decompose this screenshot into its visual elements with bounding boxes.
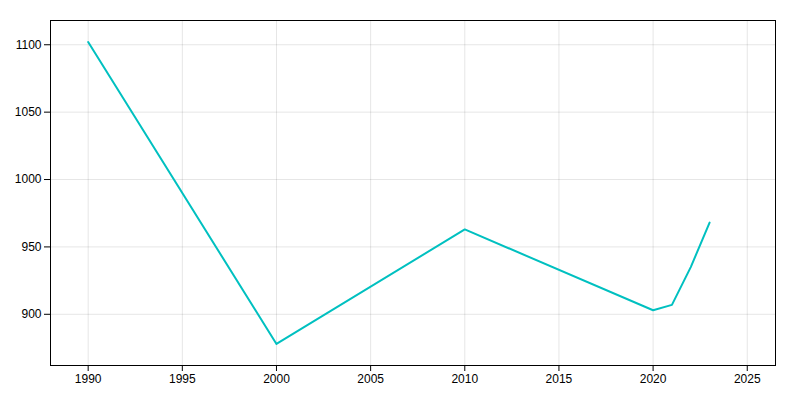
svg-text:2005: 2005 bbox=[357, 372, 384, 386]
svg-text:1000: 1000 bbox=[15, 172, 42, 186]
svg-text:1995: 1995 bbox=[169, 372, 196, 386]
svg-text:2020: 2020 bbox=[640, 372, 667, 386]
svg-text:2010: 2010 bbox=[451, 372, 478, 386]
svg-text:2015: 2015 bbox=[546, 372, 573, 386]
svg-text:950: 950 bbox=[21, 240, 41, 254]
svg-text:1100: 1100 bbox=[16, 38, 42, 52]
svg-text:2025: 2025 bbox=[734, 372, 761, 386]
svg-text:1050: 1050 bbox=[15, 105, 42, 119]
svg-text:900: 900 bbox=[21, 307, 41, 321]
svg-text:1990: 1990 bbox=[75, 372, 102, 386]
svg-text:2000: 2000 bbox=[263, 372, 290, 386]
